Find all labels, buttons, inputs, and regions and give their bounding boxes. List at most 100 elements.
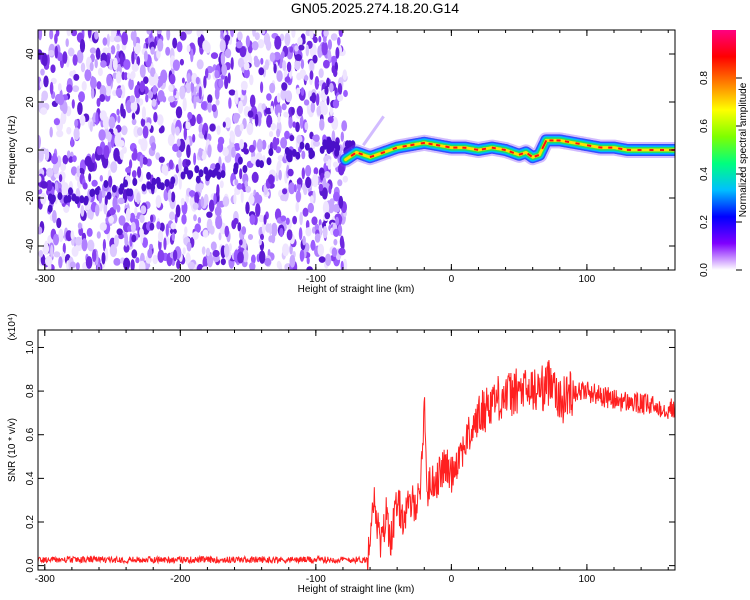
noise-streak-cell [50,194,56,203]
noise-cell [284,130,290,140]
noise-cell [233,192,237,205]
noise-cell [123,257,131,270]
noise-cell [302,207,309,217]
noise-cell [261,139,267,150]
noise-streak-cell [83,195,89,204]
noise-cell [207,144,212,158]
noise-cell [150,142,157,151]
noise-cell [66,30,72,37]
y-tick-label: 0.0 [25,558,36,572]
noise-cell [271,234,276,244]
noise-cell [186,241,192,252]
noise-cell [102,116,110,129]
noise-cell [133,147,138,161]
noise-cell [286,61,292,73]
x-tick-label: -300 [35,274,55,285]
noise-cell [107,46,112,54]
noise-streak-cell [47,204,53,213]
noise-cell [102,47,109,54]
noise-cell [60,163,66,172]
noise-cell [341,120,348,132]
noise-cell [44,148,50,161]
noise-cell [296,178,303,185]
noise-cell [134,206,138,217]
noise-cell [190,80,195,93]
noise-cell [46,167,54,178]
y-tick-label: 0 [25,147,36,153]
noise-cell [65,38,69,47]
noise-cell [99,222,107,231]
noise-cell [246,122,254,136]
noise-cell [89,61,94,72]
noise-cell [318,256,326,263]
noise-cell [310,101,316,113]
noise-cell [306,257,310,265]
noise-cell [157,249,165,263]
noise-streak-cell [128,188,134,197]
noise-cell [312,54,318,64]
noise-cell [107,131,112,143]
y-tick-label: 0.2 [25,515,36,529]
noise-cell [110,45,116,55]
ridge-peak [402,144,407,148]
noise-cell [202,256,208,270]
noise-cell [253,55,259,63]
noise-cell [272,136,278,151]
noise-cell [79,114,86,126]
noise-cell [209,123,216,132]
noise-cell [61,182,69,196]
noise-streak-cell [198,169,204,178]
noise-cell [248,144,256,153]
noise-cell [52,210,57,224]
noise-cell [216,184,220,197]
ridge-peak [518,152,524,156]
noise-cell [206,253,214,268]
noise-cell [304,75,309,82]
noise-cell [263,214,267,225]
noise-cell [280,215,287,222]
noise-cell [131,112,136,120]
noise-cell [324,171,331,179]
colorbar-tick-label: 0.4 [699,167,710,181]
noise-cell [105,84,112,97]
noise-cell [309,30,314,39]
noise-cell [337,179,343,187]
noise-cell [207,94,213,104]
noise-cell [233,113,241,120]
noise-cell [62,242,66,255]
noise-cell [183,126,187,141]
noise-cell [284,32,291,47]
noise-cell [159,222,165,232]
noise-cell [203,75,207,89]
noise-cell [193,152,197,166]
noise-cell [217,136,225,146]
noise-cell [76,165,80,178]
noise-cell [158,156,165,163]
noise-cell [274,104,282,117]
noise-cell [188,190,196,197]
noise-cell [202,126,206,136]
noise-streak-cell [237,156,243,165]
noise-cell [129,95,136,103]
noise-cell [113,258,121,266]
noise-streak-cell [151,177,157,186]
noise-cell [249,262,256,270]
noise-cell [263,33,271,46]
noise-cell [181,214,187,225]
noise-cell [194,223,201,233]
noise-cell [328,184,332,195]
noise-cell [301,36,306,44]
noise-streak-cell [188,170,194,179]
noise-cell [289,46,294,53]
noise-streak-cell [94,187,100,196]
noise-cell [196,59,204,70]
noise-cell [282,188,288,195]
noise-cell [49,126,53,138]
noise-cell [180,197,185,206]
spectrogram-marks [38,30,675,270]
noise-streak-cell [71,193,77,202]
noise-cell [184,226,188,235]
noise-cell [139,64,146,78]
noise-cell [333,69,338,78]
noise-cell [269,223,272,236]
